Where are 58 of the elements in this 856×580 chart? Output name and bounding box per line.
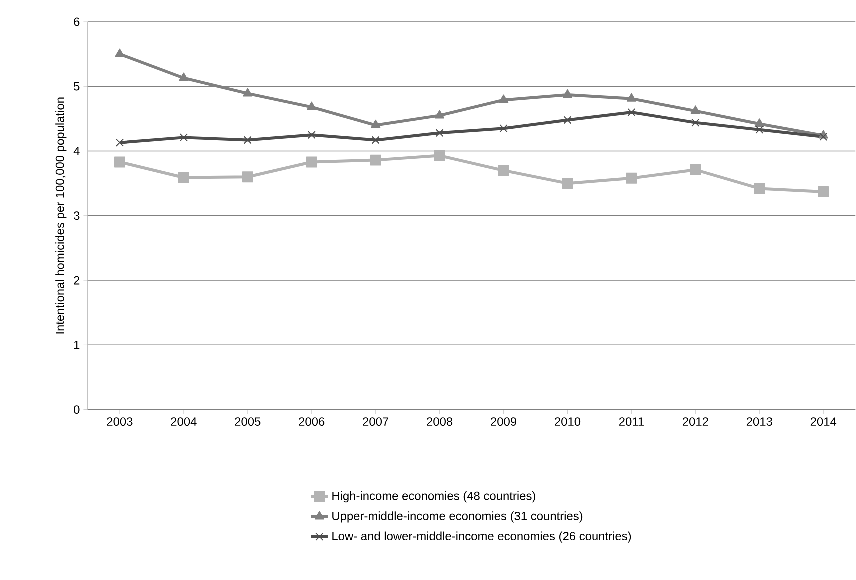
point bbox=[242, 172, 254, 183]
point bbox=[564, 116, 572, 124]
point bbox=[244, 136, 252, 144]
y-tick-label: 5 bbox=[74, 82, 80, 91]
point bbox=[116, 138, 124, 148]
y-tick-label: 4 bbox=[74, 147, 80, 156]
point bbox=[114, 156, 126, 168]
x-tick-label: 2011 bbox=[619, 418, 644, 426]
y-tick-label: 3 bbox=[74, 212, 80, 220]
point bbox=[818, 186, 830, 198]
point bbox=[115, 48, 125, 58]
point bbox=[754, 183, 766, 194]
y-tick-label: 6 bbox=[74, 18, 80, 26]
legend-label: Upper-middle-income economies (31 countries) bbox=[332, 512, 583, 523]
point bbox=[179, 72, 189, 82]
x-tick-label: 2005 bbox=[235, 418, 261, 426]
point bbox=[308, 131, 316, 140]
point bbox=[692, 118, 700, 127]
y-tick-label: 1 bbox=[74, 341, 80, 350]
x-tick-label: 2013 bbox=[746, 418, 772, 426]
point bbox=[498, 165, 510, 176]
point bbox=[628, 108, 636, 117]
point bbox=[626, 173, 638, 184]
point bbox=[372, 136, 380, 144]
point bbox=[500, 124, 508, 133]
x-tick-label: 2003 bbox=[107, 418, 133, 426]
point bbox=[690, 106, 700, 114]
point bbox=[436, 129, 444, 138]
x-tick-label: 2004 bbox=[171, 418, 197, 426]
x-tick-label: 2007 bbox=[363, 418, 389, 426]
x-tick-label: 2008 bbox=[427, 418, 453, 426]
point bbox=[820, 133, 828, 142]
point bbox=[498, 94, 509, 104]
point bbox=[307, 102, 317, 110]
legend-label: High-income economies (48 countries) bbox=[332, 492, 536, 503]
y-tick-label: 2 bbox=[74, 276, 80, 285]
point bbox=[180, 134, 188, 142]
point bbox=[243, 88, 253, 97]
x-tick-label: 2012 bbox=[682, 418, 708, 426]
point bbox=[306, 156, 318, 168]
point bbox=[626, 94, 637, 102]
x-tick-label: 2014 bbox=[810, 418, 837, 426]
point bbox=[178, 172, 190, 184]
point bbox=[754, 118, 764, 128]
point bbox=[562, 178, 574, 190]
point bbox=[434, 110, 445, 119]
point bbox=[434, 150, 446, 162]
point bbox=[756, 126, 764, 134]
x-tick-label: 2010 bbox=[555, 418, 581, 426]
legend-label: Low- and lower-middle-income economies (26 countries) bbox=[332, 532, 632, 544]
point bbox=[371, 120, 381, 129]
y-tick-label: 0 bbox=[74, 406, 80, 414]
point bbox=[562, 90, 573, 98]
point bbox=[370, 154, 382, 166]
x-tick-label: 2009 bbox=[491, 418, 516, 426]
point bbox=[690, 164, 702, 176]
x-tick-label: 2006 bbox=[299, 418, 325, 426]
y-axis-title: Intentional homicides per 100,000 population bbox=[56, 98, 67, 334]
